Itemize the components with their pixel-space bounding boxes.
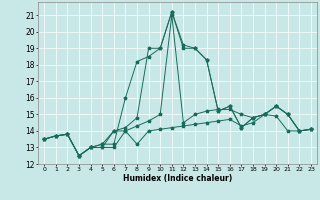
X-axis label: Humidex (Indice chaleur): Humidex (Indice chaleur) (123, 174, 232, 183)
